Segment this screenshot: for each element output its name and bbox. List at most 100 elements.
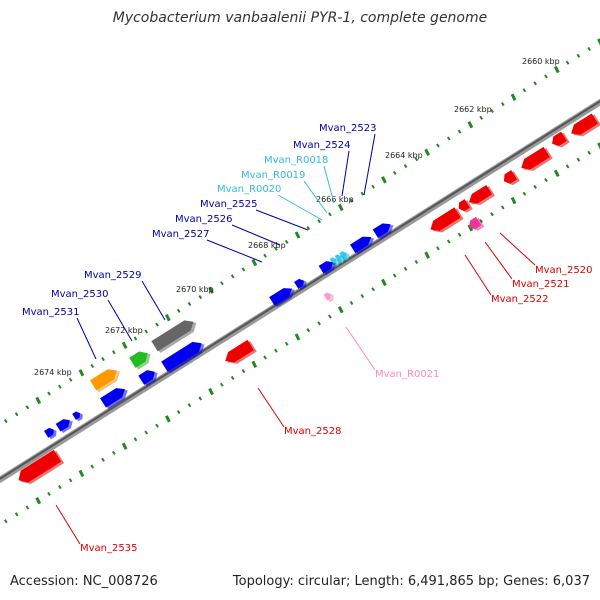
tick-dot [467, 224, 474, 232]
tick-dot [155, 423, 159, 428]
gene-label: Mvan_2530 [51, 289, 108, 300]
tick-dot [90, 464, 95, 469]
tick-dot [47, 391, 51, 396]
gene-mvan-2521 [503, 170, 521, 186]
tick-dot [90, 363, 95, 369]
tick-dot [284, 341, 289, 346]
tick-dot [176, 308, 181, 313]
tick-dot [25, 505, 30, 510]
gene-label: Mvan_2520 [535, 265, 592, 276]
leader-line [206, 239, 263, 263]
tick-dot [25, 405, 30, 410]
tick-dot [510, 196, 517, 205]
tick-label: 2666 kbp [316, 195, 354, 204]
tick-dot [565, 164, 570, 169]
gene-magenta [469, 216, 485, 231]
tick-dot [165, 415, 171, 423]
tick-label: 2674 kbp [34, 368, 72, 377]
tick-dot [14, 512, 19, 517]
gene-label: Mvan_R0018 [264, 155, 328, 166]
leader-line [55, 504, 81, 545]
gene-mvan-2524 [350, 236, 375, 255]
tick-dot [446, 239, 451, 244]
tick-dot [436, 246, 440, 251]
tick-label: 2660 kbp [522, 57, 560, 66]
inner-tick-row [3, 142, 600, 524]
tick-dot [479, 218, 483, 224]
gene-label: Mvan_2523 [319, 123, 376, 134]
tick-dot [544, 178, 548, 183]
tick-dot [176, 409, 181, 415]
tick-dot [587, 150, 592, 155]
gene-mvan-r0018 [339, 251, 350, 262]
gene-label: Mvan_2527 [152, 229, 209, 240]
gene-small-c [44, 427, 57, 440]
tick-dot [490, 212, 494, 217]
tick-label: 2662 kbp [454, 105, 492, 114]
tick-dot [349, 198, 354, 203]
gene-mvan-2523 [372, 223, 394, 240]
gene-mvan-2531b [100, 388, 129, 410]
genome-summary: Topology: circular; Length: 6,491,865 bp… [232, 574, 590, 589]
gene-mvan-2530 [129, 351, 151, 370]
tick-dot [587, 46, 592, 51]
tick-dot [317, 321, 321, 326]
tick-dot [78, 469, 85, 478]
map-title: Mycobacterium vanbaalenii PYR-1, complet… [112, 10, 488, 26]
tick-dot [187, 403, 192, 408]
gene-mvan-2535 [18, 449, 65, 485]
tick-dot [457, 232, 462, 237]
tick-dot [381, 278, 387, 287]
tick-dot [68, 478, 73, 483]
gene-mvan-2531 [89, 369, 120, 393]
gene-label: Mvan_R0019 [241, 170, 305, 181]
tick-dot [414, 157, 419, 162]
gene-label: Mvan_2529 [84, 270, 141, 281]
tick-dot [230, 274, 235, 279]
tick-dot [403, 164, 408, 169]
tick-dot [424, 251, 430, 259]
tick-dot [500, 101, 505, 107]
tick-dot [220, 382, 224, 387]
tick-dot [597, 38, 600, 46]
genes [18, 113, 600, 485]
tick-dot [241, 267, 246, 272]
tick-dot [121, 442, 128, 450]
gene-mvan-2530b [138, 370, 158, 387]
tick-dot [133, 437, 138, 442]
tick-dot [371, 287, 375, 292]
leader-line [363, 133, 376, 196]
tick-dot [371, 184, 375, 189]
tick-dot [263, 253, 267, 258]
leader-line [141, 280, 166, 321]
tick-dot [144, 329, 149, 334]
tick-dot [306, 226, 311, 231]
tick-dot [57, 384, 62, 389]
tick-dot [101, 457, 105, 462]
gene-mvan-2522b [458, 199, 474, 213]
tick-label: 2664 kbp [385, 151, 423, 160]
gene-label: Mvan_R0021 [375, 369, 439, 380]
tick-dot [155, 322, 159, 327]
label-leader-lines [55, 133, 536, 545]
tick-dot [3, 419, 8, 424]
tick-dot [403, 266, 408, 271]
leader-line [499, 232, 536, 266]
tick-dot [544, 74, 548, 79]
tick-dot [381, 176, 387, 184]
gene-mvan-2522a [468, 184, 496, 206]
gene-label: Mvan_R0020 [217, 184, 281, 195]
leader-line [345, 326, 376, 371]
tick-dot [208, 286, 214, 294]
gene-label: Mvan_2528 [284, 426, 341, 437]
gene-label: Mvan_2531 [22, 307, 79, 318]
tick-dot [414, 259, 419, 265]
leader-line [255, 209, 309, 231]
tick-dot [328, 314, 332, 319]
gene-label: Mvan_2526 [175, 214, 232, 225]
gene-small-b [72, 411, 83, 422]
leader-line [341, 150, 350, 197]
leader-line [107, 299, 133, 342]
tick-dot [522, 191, 527, 196]
tick-dot [553, 169, 560, 177]
